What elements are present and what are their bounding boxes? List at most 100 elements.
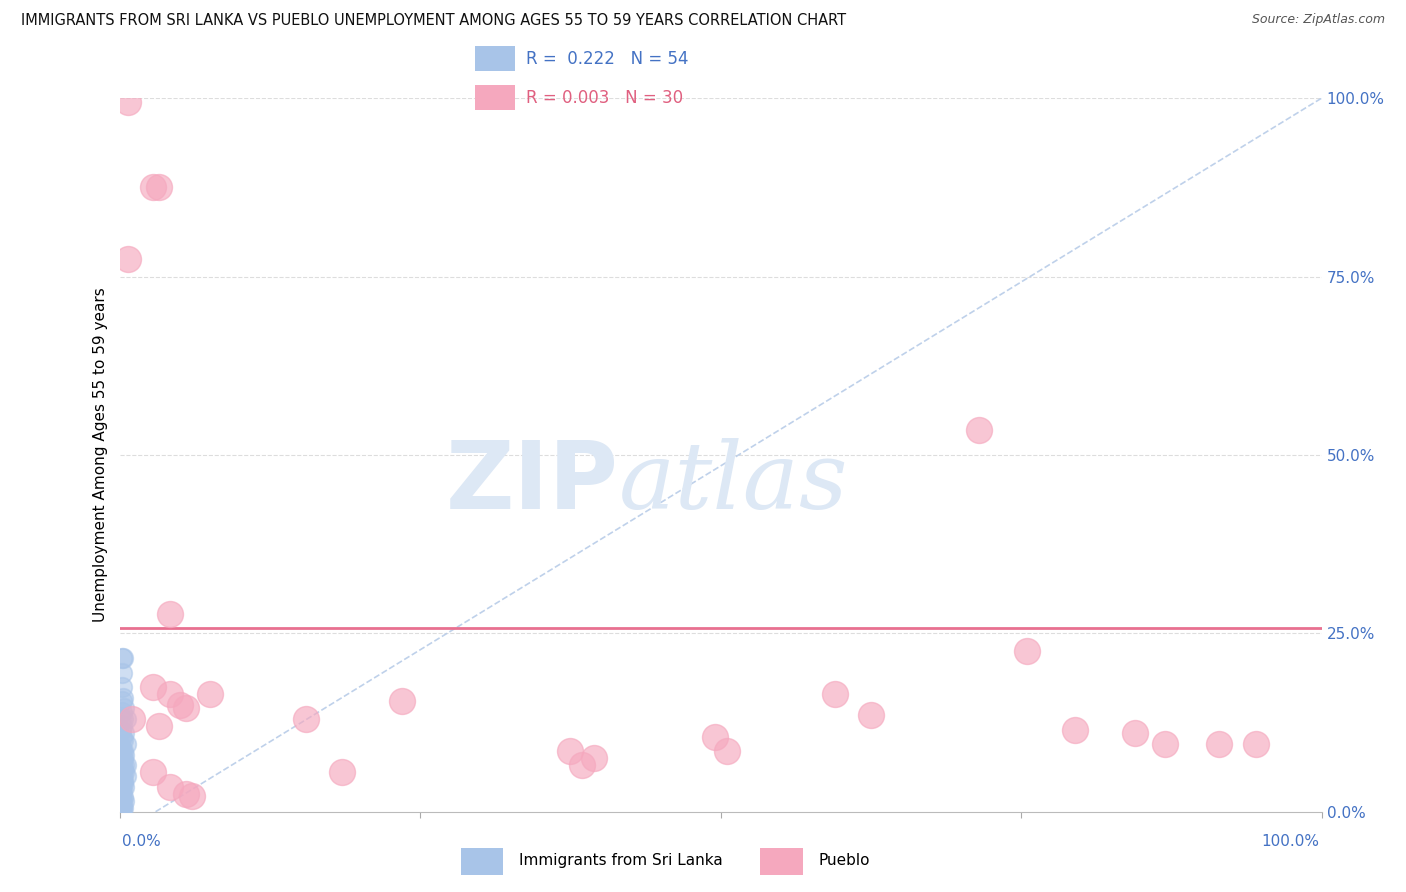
Point — [110, 740, 132, 755]
Text: Immigrants from Sri Lanka: Immigrants from Sri Lanka — [519, 853, 723, 868]
Point — [112, 794, 135, 808]
Point — [111, 801, 134, 815]
Point — [112, 780, 135, 794]
Text: R = 0.003   N = 30: R = 0.003 N = 30 — [526, 88, 683, 106]
Point — [110, 803, 132, 817]
Point — [111, 719, 134, 733]
Point — [1244, 737, 1267, 751]
FancyBboxPatch shape — [461, 848, 503, 875]
Point — [824, 687, 846, 701]
Point — [112, 733, 135, 747]
Point — [110, 772, 132, 787]
Point — [112, 701, 135, 715]
Point — [110, 751, 132, 765]
Point — [111, 755, 134, 769]
Point — [110, 776, 132, 790]
Point — [110, 780, 132, 794]
Point — [142, 680, 165, 694]
Point — [111, 680, 134, 694]
Point — [169, 698, 191, 712]
Y-axis label: Unemployment Among Ages 55 to 59 years: Unemployment Among Ages 55 to 59 years — [93, 287, 108, 623]
Point — [110, 804, 132, 818]
Point — [1064, 723, 1087, 737]
Point — [112, 758, 135, 772]
Point — [110, 790, 132, 805]
Point — [112, 776, 135, 790]
Point — [703, 730, 725, 744]
Point — [159, 687, 181, 701]
Point — [716, 744, 738, 758]
Point — [112, 651, 135, 665]
Point — [111, 794, 134, 808]
Point — [112, 772, 135, 787]
Text: 0.0%: 0.0% — [122, 834, 162, 849]
Point — [110, 755, 132, 769]
Point — [110, 744, 132, 758]
Point — [110, 723, 132, 737]
Point — [112, 790, 135, 805]
Point — [1208, 737, 1230, 751]
Point — [571, 758, 593, 772]
Text: ZIP: ZIP — [446, 437, 619, 530]
Text: atlas: atlas — [619, 439, 848, 528]
Point — [121, 712, 143, 726]
Point — [112, 762, 135, 776]
Point — [111, 769, 134, 783]
Point — [142, 765, 165, 780]
Point — [159, 780, 181, 794]
Point — [142, 180, 165, 194]
Point — [117, 95, 139, 109]
Point — [110, 797, 132, 812]
Point — [174, 787, 197, 801]
Point — [1017, 644, 1039, 658]
Text: R =  0.222   N = 54: R = 0.222 N = 54 — [526, 50, 689, 68]
Point — [111, 665, 134, 680]
Text: IMMIGRANTS FROM SRI LANKA VS PUEBLO UNEMPLOYMENT AMONG AGES 55 TO 59 YEARS CORRE: IMMIGRANTS FROM SRI LANKA VS PUEBLO UNEM… — [21, 13, 846, 29]
Point — [560, 744, 582, 758]
Point — [110, 783, 132, 797]
Point — [112, 747, 135, 762]
Point — [110, 762, 132, 776]
Point — [111, 694, 134, 708]
Point — [112, 751, 135, 765]
Point — [110, 794, 132, 808]
Point — [1154, 737, 1177, 751]
Point — [117, 252, 139, 266]
Text: Pueblo: Pueblo — [818, 853, 870, 868]
FancyBboxPatch shape — [475, 85, 515, 111]
Point — [159, 607, 181, 621]
Point — [180, 789, 202, 803]
Point — [583, 751, 606, 765]
Point — [112, 712, 135, 726]
Point — [110, 803, 132, 817]
Point — [112, 765, 135, 780]
Point — [174, 701, 197, 715]
Point — [112, 744, 135, 758]
Point — [391, 694, 413, 708]
Point — [114, 769, 136, 783]
Point — [198, 687, 221, 701]
Point — [112, 726, 135, 740]
Point — [111, 730, 134, 744]
Point — [111, 651, 134, 665]
Point — [112, 690, 135, 705]
Text: Source: ZipAtlas.com: Source: ZipAtlas.com — [1251, 13, 1385, 27]
Point — [114, 712, 136, 726]
Point — [295, 712, 318, 726]
Point — [114, 758, 136, 772]
Point — [112, 801, 135, 815]
Point — [110, 712, 132, 726]
Point — [148, 180, 170, 194]
Point — [148, 719, 170, 733]
FancyBboxPatch shape — [475, 45, 515, 71]
Text: 100.0%: 100.0% — [1261, 834, 1319, 849]
Point — [110, 765, 132, 780]
Point — [967, 423, 990, 437]
Point — [330, 765, 353, 780]
Point — [1123, 726, 1146, 740]
Point — [110, 787, 132, 801]
Point — [114, 737, 136, 751]
Point — [111, 783, 134, 797]
FancyBboxPatch shape — [759, 848, 803, 875]
Point — [111, 705, 134, 719]
